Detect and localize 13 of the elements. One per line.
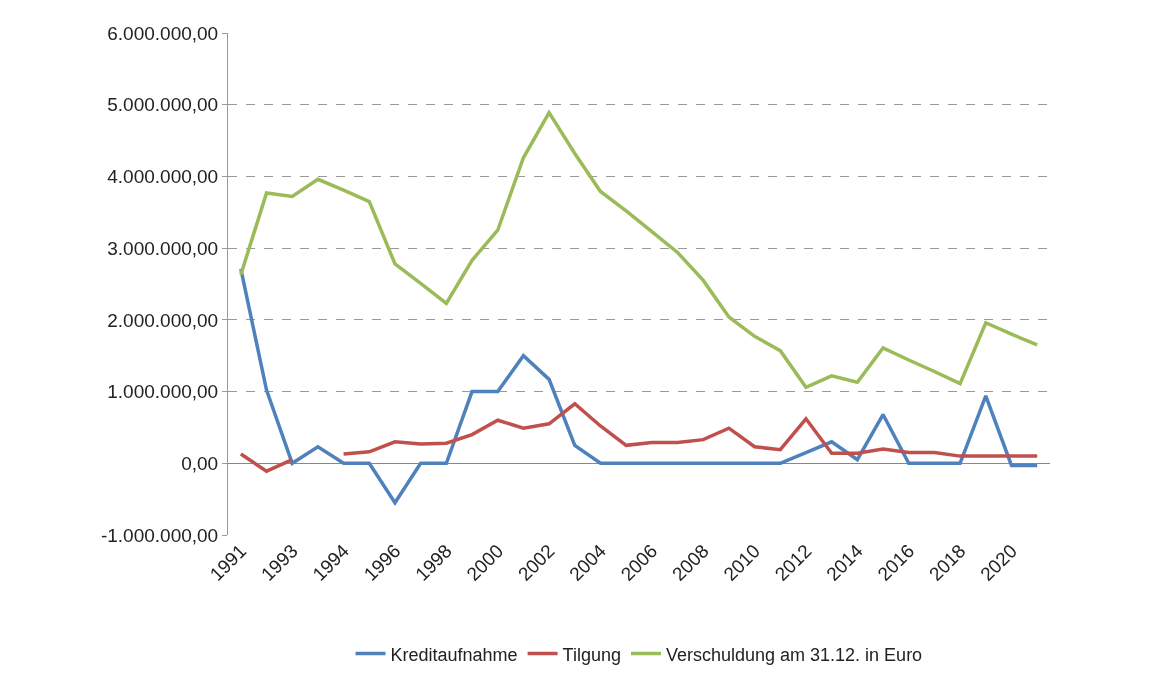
y-tick-label: 2.000.000,00 [107, 309, 219, 331]
legend-label: Kreditaufnahme [390, 644, 518, 665]
y-tick-label: 3.000.000,00 [107, 237, 219, 259]
y-tick-label: 1.000.000,00 [107, 381, 219, 403]
y-tick-label: 0,00 [181, 452, 219, 474]
line-series [239, 267, 1039, 505]
line-series [239, 110, 1039, 390]
y-tick-label: 4.000.000,00 [107, 166, 219, 188]
y-tick-label: 6.000.000,00 [107, 22, 219, 44]
y-tick-label: -1.000.000,00 [100, 524, 219, 546]
legend-label: Tilgung [562, 644, 621, 665]
y-tick-label: 5.000.000,00 [107, 94, 219, 116]
legend-label: Verschuldung am 31.12. in Euro [665, 644, 923, 665]
